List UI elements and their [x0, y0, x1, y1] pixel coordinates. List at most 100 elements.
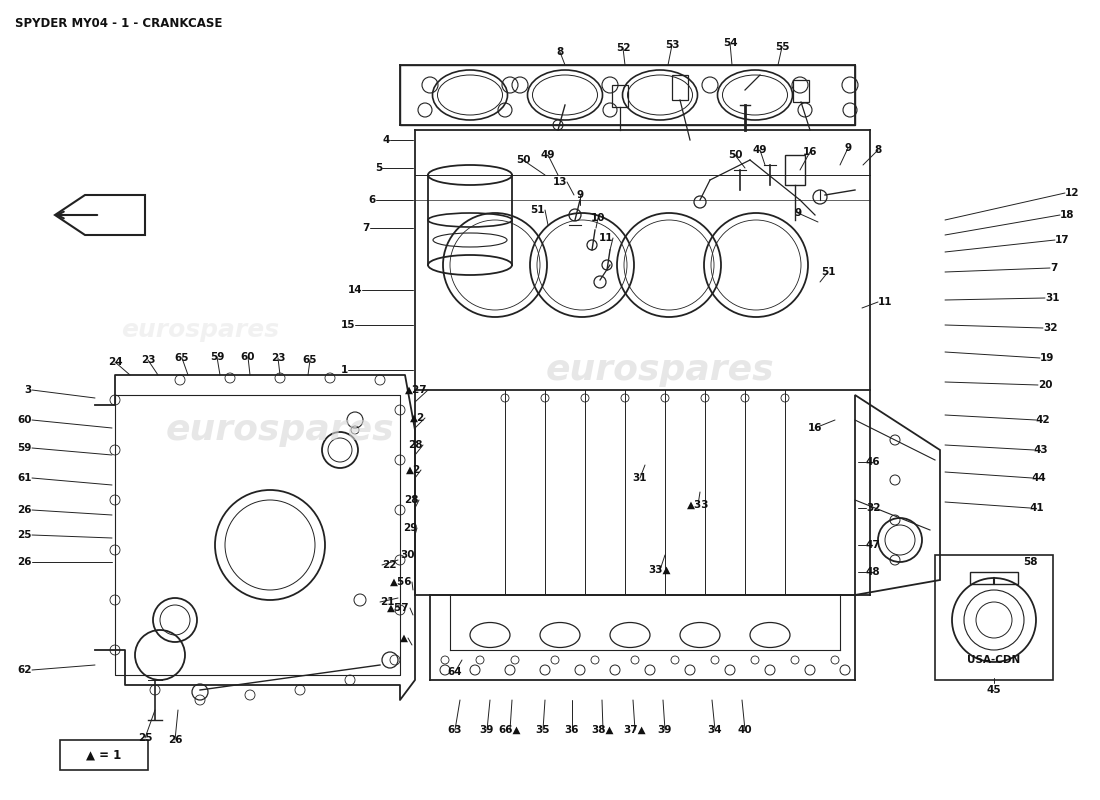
Text: 11: 11: [878, 297, 892, 307]
Text: 1: 1: [341, 365, 348, 375]
Text: 19: 19: [1040, 353, 1055, 363]
Text: 63: 63: [448, 725, 462, 735]
Text: 5: 5: [375, 163, 382, 173]
Text: 62: 62: [18, 665, 32, 675]
Text: 18: 18: [1060, 210, 1075, 220]
Text: 33▲: 33▲: [649, 565, 671, 575]
Text: 55: 55: [774, 42, 790, 52]
Text: 39: 39: [658, 725, 672, 735]
Text: USA-CDN: USA-CDN: [967, 655, 1021, 665]
Text: 11: 11: [598, 233, 613, 243]
Text: 60: 60: [241, 352, 255, 362]
Text: 7: 7: [1050, 263, 1057, 273]
Text: 51: 51: [530, 205, 544, 215]
Text: 8: 8: [557, 47, 563, 57]
Bar: [672, 75, 688, 100]
Text: 32: 32: [866, 503, 880, 513]
Text: 53: 53: [664, 40, 680, 50]
Text: eurospares: eurospares: [121, 318, 279, 342]
Text: ▲2: ▲2: [406, 465, 421, 475]
Text: 38▲: 38▲: [592, 725, 614, 735]
Text: 23: 23: [271, 353, 285, 363]
Text: 54: 54: [723, 38, 737, 48]
Text: SPYDER MY04 - 1 - CRANKCASE: SPYDER MY04 - 1 - CRANKCASE: [15, 17, 222, 30]
Text: 64: 64: [448, 667, 462, 677]
Text: 48: 48: [866, 567, 881, 577]
Text: 7: 7: [363, 223, 370, 233]
Text: 31: 31: [1045, 293, 1059, 303]
Text: 37▲: 37▲: [624, 725, 647, 735]
Text: 26: 26: [167, 735, 183, 745]
Text: 14: 14: [348, 285, 362, 295]
Text: 16: 16: [807, 423, 823, 433]
Text: 15: 15: [341, 320, 355, 330]
Text: 32: 32: [1043, 323, 1057, 333]
Text: 6: 6: [368, 195, 376, 205]
Text: ▲33: ▲33: [686, 500, 710, 510]
Text: 45: 45: [987, 685, 1001, 695]
Text: 58: 58: [1023, 557, 1037, 567]
Text: 9: 9: [794, 208, 802, 218]
Text: ▲ = 1: ▲ = 1: [87, 749, 122, 762]
Text: 44: 44: [1032, 473, 1047, 483]
Text: 8: 8: [874, 145, 881, 155]
Text: 12: 12: [1065, 188, 1079, 198]
Text: 26: 26: [18, 505, 32, 515]
Text: 51: 51: [821, 267, 835, 277]
Text: 9: 9: [845, 143, 851, 153]
Text: 59: 59: [18, 443, 32, 453]
Text: 42: 42: [1036, 415, 1050, 425]
Text: 17: 17: [1055, 235, 1069, 245]
Bar: [970, 572, 1018, 584]
Text: ▲56: ▲56: [389, 577, 412, 587]
Bar: [60, 740, 148, 770]
Bar: [400, 65, 855, 125]
Text: 35: 35: [536, 725, 550, 735]
Text: ▲2: ▲2: [409, 413, 425, 423]
Text: ▲: ▲: [400, 633, 408, 643]
Text: 4: 4: [383, 135, 390, 145]
Text: 28: 28: [405, 495, 419, 505]
Text: 23: 23: [141, 355, 155, 365]
Text: 50: 50: [516, 155, 530, 165]
Text: 34: 34: [707, 725, 723, 735]
Text: 59: 59: [210, 352, 224, 362]
Text: 39: 39: [480, 725, 494, 735]
Text: 65: 65: [302, 355, 317, 365]
Text: 36: 36: [564, 725, 580, 735]
Text: 40: 40: [738, 725, 752, 735]
Text: 52: 52: [616, 43, 630, 53]
Text: 31: 31: [632, 473, 647, 483]
Text: 49: 49: [541, 150, 556, 160]
Text: 49: 49: [752, 145, 768, 155]
Bar: [785, 155, 805, 185]
Text: 50: 50: [728, 150, 743, 160]
Text: eurospares: eurospares: [546, 353, 774, 387]
Text: 29: 29: [403, 523, 417, 533]
Text: 26: 26: [18, 557, 32, 567]
Bar: [935, 555, 1053, 680]
Text: 13: 13: [552, 177, 567, 187]
Text: 21: 21: [379, 597, 395, 607]
Text: ▲27: ▲27: [406, 385, 428, 395]
Text: 46: 46: [866, 457, 881, 467]
Text: 30: 30: [400, 550, 415, 560]
Text: 61: 61: [18, 473, 32, 483]
Text: 47: 47: [866, 540, 881, 550]
Bar: [793, 80, 808, 102]
Text: 9: 9: [576, 190, 584, 200]
Text: 10: 10: [591, 213, 605, 223]
Text: 3: 3: [24, 385, 32, 395]
Text: 28: 28: [408, 440, 424, 450]
Text: eurospares: eurospares: [166, 413, 394, 447]
Text: 66▲: 66▲: [498, 725, 521, 735]
Text: 65: 65: [175, 353, 189, 363]
Text: 16: 16: [803, 147, 817, 157]
Text: 25: 25: [138, 733, 152, 743]
Text: 60: 60: [18, 415, 32, 425]
Text: 22: 22: [382, 560, 396, 570]
Text: 20: 20: [1038, 380, 1053, 390]
Text: 25: 25: [18, 530, 32, 540]
Text: 43: 43: [1034, 445, 1048, 455]
Bar: [612, 85, 628, 107]
